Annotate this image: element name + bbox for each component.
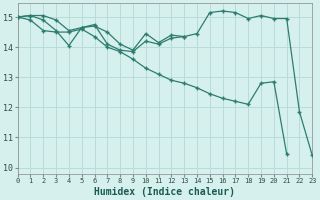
X-axis label: Humidex (Indice chaleur): Humidex (Indice chaleur) bbox=[94, 186, 236, 197]
